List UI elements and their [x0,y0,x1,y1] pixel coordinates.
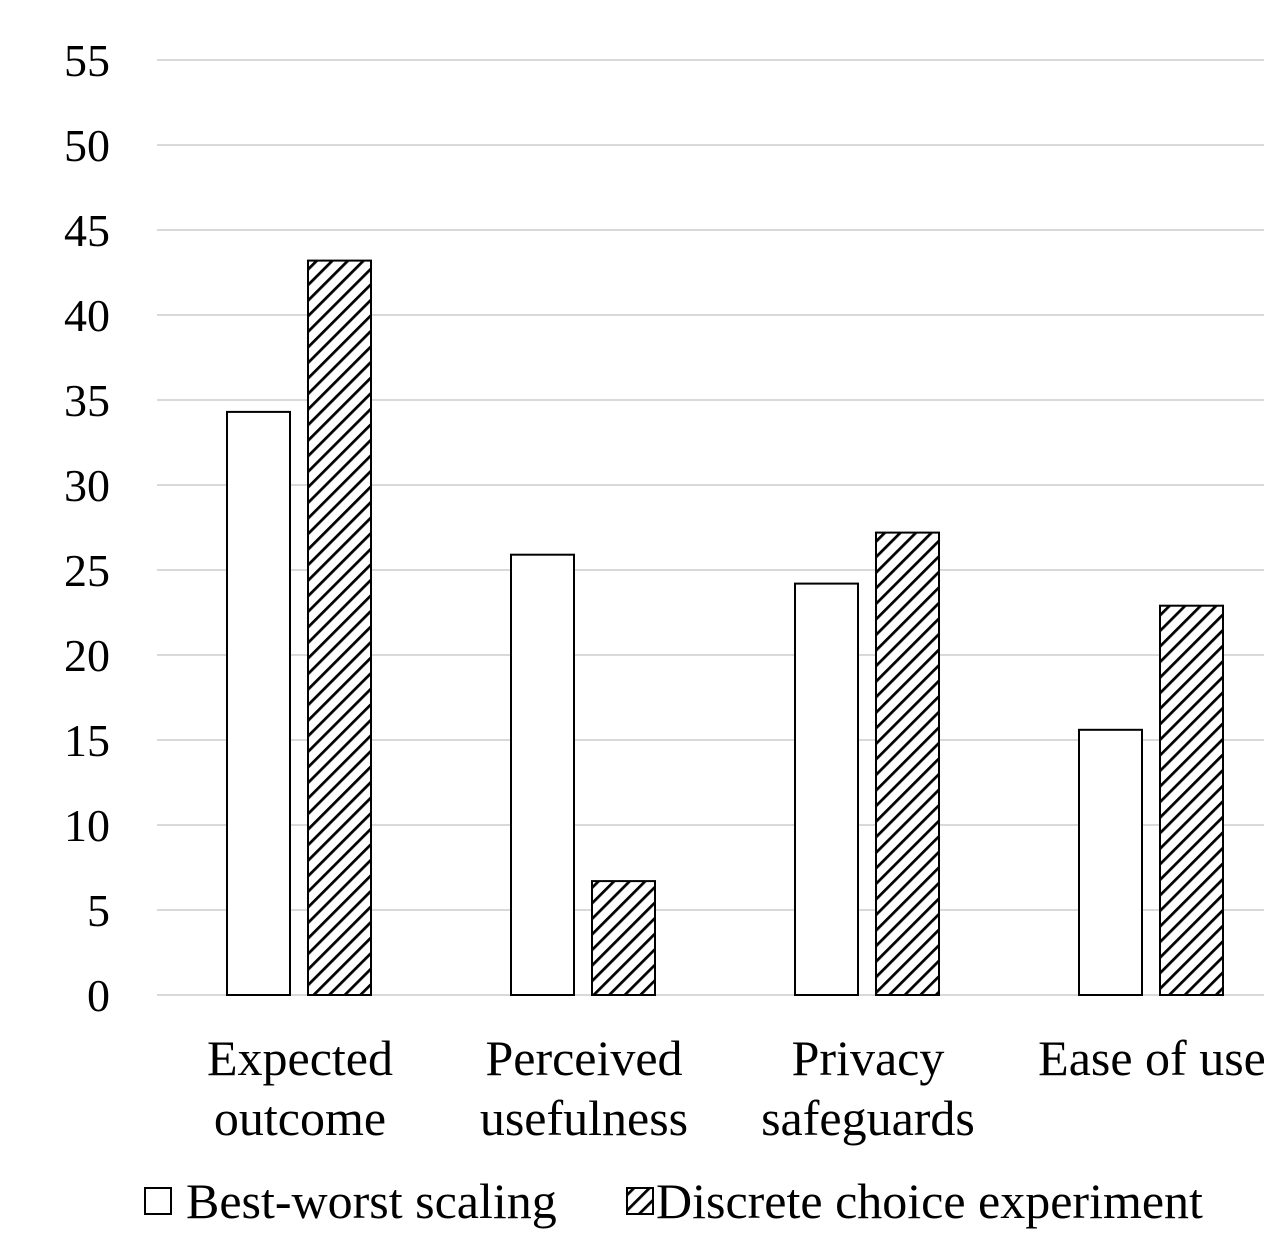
legend-label-1: Discrete choice experiment [656,1173,1203,1229]
legend-swatch-0 [144,1187,172,1215]
bars [226,259,1224,997]
bar-best-worst-scaling-1 [510,553,575,996]
y-axis-tick-labels: 0 5 10 15 20 25 30 35 40 45 50 55 [64,35,110,1021]
y-tick-label-40: 40 [64,290,110,341]
x-category-label-2-line-1: safeguards [761,1090,975,1146]
bar-discrete-choice-experiment-3 [1159,604,1224,996]
y-tick-label-5: 5 [87,885,110,936]
y-tick-label-50: 50 [64,120,110,171]
bar-best-worst-scaling-2 [794,582,859,996]
x-category-label-3-line-0: Ease of use [1038,1030,1264,1086]
bar-discrete-choice-experiment-2 [875,531,940,996]
legend-label-0: Best-worst scaling [186,1173,557,1229]
x-category-label-0-line-1: outcome [214,1090,386,1146]
bar-best-worst-scaling-0 [226,410,291,996]
bar-discrete-choice-experiment-0 [307,259,372,997]
y-tick-label-55: 55 [64,35,110,86]
y-tick-label-45: 45 [64,205,110,256]
y-tick-label-0: 0 [87,970,110,1021]
y-tick-label-30: 30 [64,460,110,511]
legend: Best-worst scaling Discrete choice experi… [144,1173,1203,1229]
y-tick-label-25: 25 [64,545,110,596]
bar-best-worst-scaling-3 [1078,728,1143,996]
x-category-label-1-line-1: usefulness [480,1090,688,1146]
y-tick-label-20: 20 [64,630,110,681]
x-category-label-0-line-0: Expected [207,1030,393,1086]
y-tick-label-10: 10 [64,800,110,851]
x-category-label-2-line-0: Privacy [792,1030,945,1086]
x-category-label-1-line-0: Perceived [485,1030,682,1086]
y-tick-label-15: 15 [64,715,110,766]
bar-discrete-choice-experiment-1 [591,880,656,996]
legend-swatch-1 [626,1187,654,1215]
y-tick-label-35: 35 [64,375,110,426]
